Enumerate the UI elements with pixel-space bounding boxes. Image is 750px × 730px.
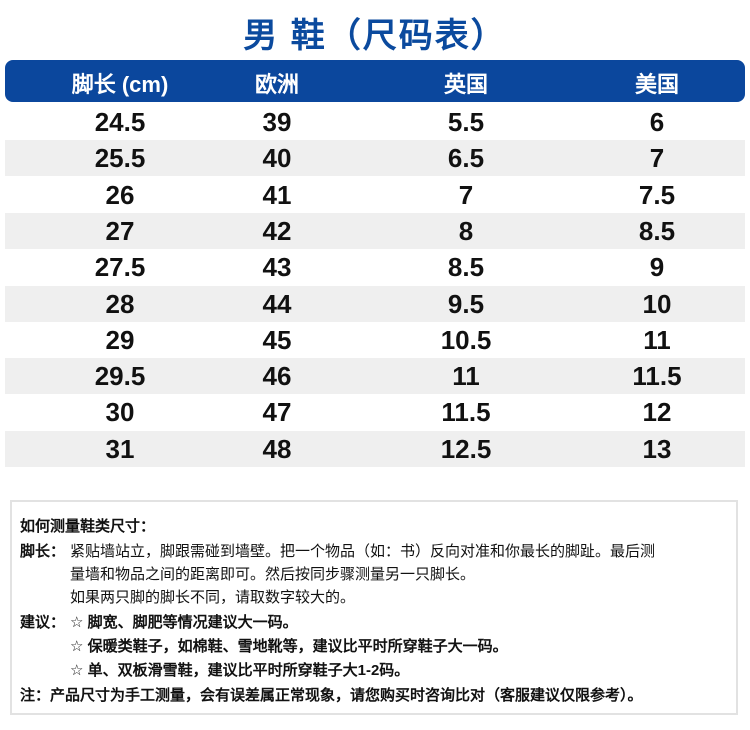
cell-us-size: 6 (649, 107, 665, 137)
page-title: 男 鞋（尺码表） (243, 17, 507, 55)
column-header-uk: 英国 (443, 72, 488, 97)
advice-item: ☆ 单、双板滑雪鞋，建议比平时所穿鞋子大1-2码。 (70, 662, 410, 679)
notes-heading: 如何测量鞋类尺寸： (20, 518, 156, 535)
cell-eu-size: 46 (262, 361, 292, 392)
cell-foot-length: 25.5 (94, 143, 146, 174)
cell-eu-size: 45 (262, 324, 292, 355)
advice-label: 建议： (20, 614, 66, 631)
cell-us-size: 13 (642, 433, 672, 464)
cell-uk-size: 12.5 (440, 433, 492, 464)
table-header: 脚长 (cm) 欧洲 英国 美国 (5, 60, 745, 102)
cell-uk-size: 7 (458, 179, 474, 210)
table-row: 27.5 43 8.5 9 (5, 249, 745, 285)
cell-uk-size: 6.5 (447, 143, 485, 174)
cell-eu-size: 44 (262, 288, 292, 319)
cell-foot-length: 27 (105, 215, 135, 246)
table-row: 26 41 7 7.5 (5, 177, 745, 213)
cell-eu-size: 48 (262, 433, 292, 464)
foot-length-text: 量墙和物品之间的距离即可。然后按同步骤测量另一只脚长。 (70, 566, 476, 583)
cell-us-size: 11.5 (632, 361, 682, 392)
cell-uk-size: 10.5 (440, 324, 492, 355)
cell-foot-length: 30 (105, 397, 135, 428)
cell-us-size: 10 (642, 288, 672, 319)
table-row: 24.5 39 5.5 6 (5, 104, 745, 140)
foot-length-label: 脚长： (20, 543, 66, 560)
column-header-eu: 欧洲 (254, 72, 299, 97)
cell-us-size: 8.5 (638, 215, 676, 246)
cell-uk-size: 5.5 (447, 107, 485, 137)
cell-us-size: 7.5 (638, 179, 676, 210)
table-row: 28 44 9.5 10 (5, 285, 745, 322)
advice-item: ☆ 脚宽、脚肥等情况建议大一码。 (70, 614, 298, 631)
measurement-notes: 如何测量鞋类尺寸： 脚长： 紧贴墙站立，脚跟需碰到墙壁。把一个物品（如：书）反向… (10, 500, 738, 715)
foot-length-text: 如果两只脚的脚长不同，请取数字较大的。 (70, 589, 356, 606)
cell-eu-size: 47 (262, 397, 292, 428)
cell-us-size: 9 (649, 252, 665, 283)
column-header-us: 美国 (634, 72, 679, 97)
column-header-foot-length: 脚长 (cm) (71, 72, 169, 97)
cell-foot-length: 29.5 (94, 361, 146, 392)
cell-uk-size: 8 (458, 215, 474, 246)
cell-eu-size: 40 (262, 143, 292, 174)
cell-eu-size: 41 (262, 179, 292, 210)
cell-foot-length: 27.5 (94, 252, 146, 283)
table-row: 25.5 40 6.5 7 (5, 140, 745, 177)
table-row: 31 48 12.5 13 (5, 430, 745, 467)
foot-length-text: 紧贴墙站立，脚跟需碰到墙壁。把一个物品（如：书）反向对准和你最长的脚趾。最后测 (70, 543, 656, 560)
table-row: 29.5 46 11 11.5 (5, 358, 745, 395)
advice-item: ☆ 保暖类鞋子，如棉鞋、雪地靴等，建议比平时所穿鞋子大一码。 (70, 638, 508, 655)
cell-eu-size: 42 (262, 215, 292, 246)
cell-eu-size: 43 (262, 252, 292, 283)
cell-uk-size: 9.5 (447, 288, 485, 319)
table-row: 27 42 8 8.5 (5, 212, 745, 249)
cell-us-size: 11 (643, 324, 671, 355)
table-row: 29 45 10.5 11 (5, 322, 745, 358)
cell-foot-length: 28 (105, 288, 135, 319)
cell-foot-length: 26 (105, 179, 135, 210)
footnote: 注：产品尺寸为手工测量，会有误差属正常现象，请您购买时咨询比对（客服建议仅限参考… (20, 687, 643, 704)
cell-eu-size: 39 (262, 107, 292, 137)
cell-foot-length: 31 (105, 433, 135, 464)
cell-us-size: 12 (642, 397, 672, 428)
cell-foot-length: 24.5 (94, 107, 146, 137)
table-row: 30 47 11.5 12 (5, 394, 745, 430)
cell-uk-size: 11 (452, 361, 480, 392)
cell-uk-size: 8.5 (447, 252, 485, 283)
cell-uk-size: 11.5 (441, 397, 491, 428)
cell-us-size: 7 (649, 143, 665, 174)
cell-foot-length: 29 (105, 324, 135, 355)
